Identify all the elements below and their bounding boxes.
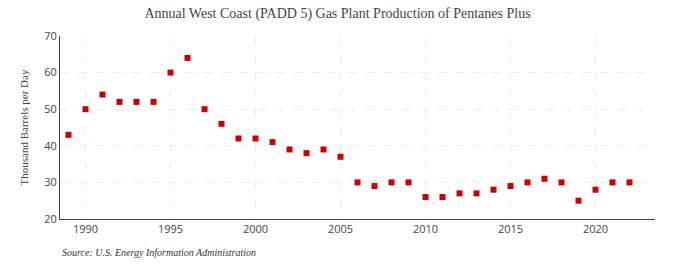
svg-text:40: 40: [44, 138, 57, 153]
svg-text:Annual West Coast (PADD 5) Gas: Annual West Coast (PADD 5) Gas Plant Pro…: [144, 6, 530, 22]
svg-text:1995: 1995: [158, 221, 183, 236]
svg-text:2000: 2000: [243, 221, 268, 236]
svg-text:2005: 2005: [328, 221, 353, 236]
svg-text:60: 60: [44, 64, 57, 79]
svg-text:70: 70: [44, 28, 57, 43]
svg-text:Source: U.S. Energy Informatio: Source: U.S. Energy Information Administ…: [62, 247, 256, 258]
svg-text:2015: 2015: [498, 221, 523, 236]
svg-text:1990: 1990: [73, 221, 98, 236]
svg-text:2010: 2010: [413, 221, 438, 236]
svg-text:30: 30: [44, 174, 57, 189]
svg-text:2020: 2020: [583, 221, 608, 236]
svg-text:20: 20: [44, 211, 57, 226]
svg-text:50: 50: [44, 101, 57, 116]
svg-text:Thousand Barrels per Day: Thousand Barrels per Day: [18, 69, 30, 185]
